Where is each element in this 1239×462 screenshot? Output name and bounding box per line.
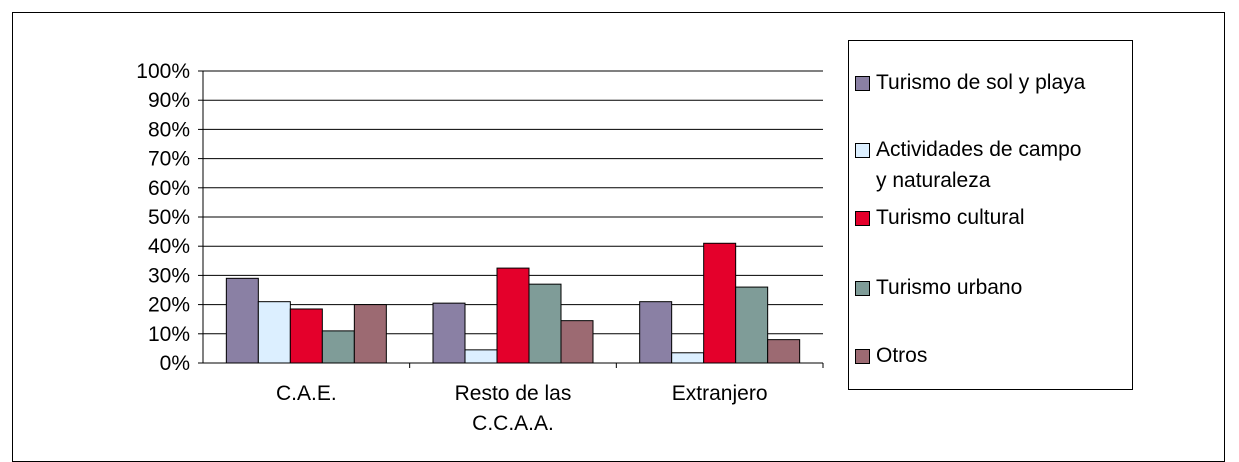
y-tick-label: 70%	[148, 148, 190, 171]
bar	[767, 339, 801, 364]
legend-item: Turismo urbano	[855, 272, 1022, 303]
bar	[703, 242, 737, 364]
legend-swatch	[855, 76, 870, 91]
legend-item: Turismo de sol y playa	[855, 67, 1085, 98]
x-tick-label: C.A.E.	[276, 382, 337, 405]
legend-label: Turismo cultural	[876, 206, 1025, 229]
legend: Turismo de sol y playa Actividades de cam…	[848, 40, 1133, 390]
y-tick-label: 60%	[148, 177, 190, 200]
bar	[257, 301, 291, 364]
bar	[432, 302, 466, 364]
legend-swatch	[855, 349, 870, 364]
legend-swatch	[855, 281, 870, 296]
y-tick-label: 10%	[148, 323, 190, 346]
x-tick-label: Resto de las	[455, 382, 572, 405]
bar	[671, 352, 705, 364]
bar	[639, 301, 673, 364]
axes	[198, 70, 824, 368]
y-tick-label: 50%	[148, 206, 190, 229]
bar	[321, 330, 355, 364]
legend-swatch	[855, 143, 870, 158]
y-tick-labels: 0% 10% 20% 30% 40% 50% 60% 70% 80% 90% 100%	[136, 60, 190, 375]
bar	[560, 320, 594, 364]
legend-item: Actividades de campo y naturaleza	[855, 134, 1081, 196]
bar	[225, 277, 259, 364]
y-tick-label: 30%	[148, 264, 190, 287]
bar	[528, 283, 562, 364]
bar	[353, 304, 387, 364]
y-tick-label: 0%	[160, 352, 190, 375]
y-tick-label: 100%	[136, 60, 190, 83]
legend-swatch	[855, 211, 870, 226]
legend-label: Actividades de campo y naturaleza	[876, 138, 1082, 192]
x-tick-label: Extranjero	[672, 382, 768, 405]
y-tick-label: 90%	[148, 89, 190, 112]
bars	[225, 242, 801, 364]
legend-item: Turismo cultural	[855, 202, 1025, 233]
legend-item: Otros	[855, 340, 927, 371]
y-tick-label: 20%	[148, 294, 190, 317]
legend-label: Turismo urbano	[876, 276, 1023, 299]
bar	[496, 267, 530, 364]
bar	[735, 286, 769, 364]
legend-label: Otros	[876, 344, 928, 367]
y-tick-label: 40%	[148, 235, 190, 258]
bar	[289, 308, 323, 364]
bar	[464, 349, 498, 364]
x-tick-labels: C.A.E. Resto de las C.C.A.A. Extranjero	[276, 382, 768, 435]
legend-label: Turismo de sol y playa	[876, 71, 1086, 94]
y-tick-label: 80%	[148, 118, 190, 141]
x-tick-label: C.C.A.A.	[472, 412, 554, 435]
